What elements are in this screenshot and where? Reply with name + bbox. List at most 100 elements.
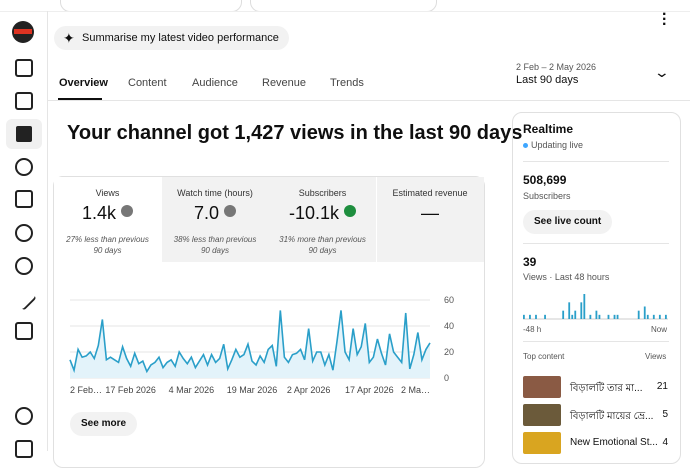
x-tick-label: 2 Ma… — [401, 385, 430, 395]
bar — [658, 314, 661, 319]
realtime-status: Updating live — [523, 140, 583, 150]
top-content-column: Views — [645, 352, 667, 361]
assistant-button[interactable]: ✦ Summarise my latest video performance — [54, 26, 289, 50]
realtime-views: 39 — [523, 255, 537, 269]
metric-tile[interactable]: Estimated revenue — — [376, 177, 484, 262]
top-content-title: Top content — [523, 352, 565, 361]
line — [69, 310, 431, 374]
date-label[interactable]: Last 90 days — [516, 74, 579, 86]
community-icon[interactable] — [15, 158, 33, 176]
content-views: 5 — [662, 409, 668, 420]
y-tick-label: 40 — [444, 321, 454, 331]
thumbnail[interactable] — [523, 404, 561, 426]
divider — [0, 11, 690, 12]
bar — [595, 310, 598, 319]
assistant-text: Summarise my latest video performance — [82, 32, 279, 44]
settings-icon[interactable] — [15, 407, 33, 425]
bars-start: -48 h — [523, 325, 542, 334]
earn-icon[interactable] — [15, 257, 33, 275]
realtime-views-label: Views · Last 48 hours — [523, 272, 610, 282]
metric-note: 31% more than previous 90 days — [279, 235, 366, 255]
bar — [544, 314, 546, 319]
content-title[interactable]: বিড়ালটি মায়ের ভ্রে... — [570, 411, 654, 422]
live-count-button[interactable]: See live count — [523, 210, 613, 234]
sidebar-border — [47, 11, 48, 451]
metric-label: Subscribers — [298, 188, 347, 198]
content-views: 21 — [656, 381, 668, 392]
bar — [523, 314, 525, 319]
tab[interactable]: Trends — [330, 77, 364, 89]
content-views: 4 — [662, 437, 668, 448]
metric-label: Estimated revenue — [392, 188, 468, 198]
y-tick-label: 20 — [444, 347, 454, 357]
bar — [535, 314, 537, 319]
divider — [523, 243, 669, 244]
content-title[interactable]: New Emotional St... — [570, 437, 658, 448]
metric-tile[interactable]: Views 1.4k 27% less than previous 90 days — [54, 177, 161, 262]
tab[interactable]: Audience — [192, 77, 238, 89]
copyright-icon[interactable] — [15, 224, 33, 242]
subscriber-label: Subscribers — [523, 191, 571, 201]
bar — [580, 302, 583, 319]
y-tick-label: 0 — [444, 373, 449, 383]
bar — [616, 314, 619, 319]
metric-label: Views — [95, 188, 120, 198]
metric-value: 1.4k — [54, 203, 161, 224]
menu-dots[interactable]: · · · — [662, 6, 668, 33]
trend-icon — [121, 205, 134, 217]
nav-selected[interactable] — [6, 119, 42, 149]
subscriber-count: 508,699 — [523, 173, 567, 187]
bar — [562, 310, 565, 319]
dropdown-chevron[interactable]: ⌄ — [653, 64, 671, 80]
metric-note: 27% less than previous 90 days — [66, 235, 149, 255]
realtime-title: Realtime — [523, 122, 574, 136]
metric-value: -10.1k — [269, 203, 376, 224]
bar — [529, 314, 531, 319]
divider — [523, 161, 669, 162]
see-more-button[interactable]: See more — [70, 412, 138, 436]
bar — [583, 294, 586, 319]
x-tick-label: 4 Mar 2026 — [169, 385, 215, 395]
metric-value: 7.0 — [162, 203, 269, 224]
metric-note: 38% less than previous 90 days — [173, 235, 257, 255]
content-icon[interactable] — [15, 92, 33, 110]
tab[interactable]: Content — [128, 77, 167, 89]
divider — [48, 100, 690, 101]
trend-icon — [224, 205, 237, 217]
bar — [574, 310, 577, 319]
bar — [571, 314, 574, 319]
dashboard-icon[interactable] — [15, 59, 33, 77]
bar — [652, 314, 655, 319]
metric-label: Watch time (hours) — [177, 188, 253, 198]
x-tick-label: 19 Mar 2026 — [227, 385, 278, 395]
tab[interactable]: Overview — [59, 77, 108, 89]
bar — [646, 314, 649, 319]
headline: Your channel got 1,427 views in the last… — [67, 122, 523, 144]
metric-tile[interactable]: Watch time (hours) 7.0 38% less than previ… — [161, 177, 269, 262]
date-range[interactable]: 2 Feb – 2 May 2026 — [516, 62, 597, 72]
tab-indicator — [58, 98, 102, 101]
content-title[interactable]: বিড়ালটি তার মা... — [570, 383, 643, 394]
subtitles-icon[interactable] — [15, 190, 33, 208]
metric-value: — — [421, 203, 439, 223]
bar — [613, 314, 616, 319]
bar — [607, 314, 610, 319]
chart: 0 20 40 60 2 Feb… 17 Feb 2026 4 Mar 2026 19 Mar… — [69, 294, 668, 395]
y-tick-label: 60 — [444, 295, 454, 305]
bar — [589, 314, 592, 319]
metric-tile[interactable]: Subscribers -10.1k 31% more than previous … — [269, 177, 376, 262]
bar — [664, 314, 667, 319]
bar — [637, 310, 640, 319]
thumbnail[interactable] — [523, 432, 561, 454]
x-tick-label: 2 Feb… — [70, 385, 102, 395]
avatar[interactable] — [12, 21, 34, 43]
status-text: Updating live — [531, 140, 584, 150]
audio-icon[interactable] — [15, 322, 33, 340]
trend-icon — [344, 205, 357, 217]
bars-end: Now — [651, 325, 668, 334]
bar — [598, 314, 601, 319]
thumbnail[interactable] — [523, 376, 561, 398]
bar — [568, 302, 571, 319]
tab[interactable]: Revenue — [262, 77, 307, 89]
